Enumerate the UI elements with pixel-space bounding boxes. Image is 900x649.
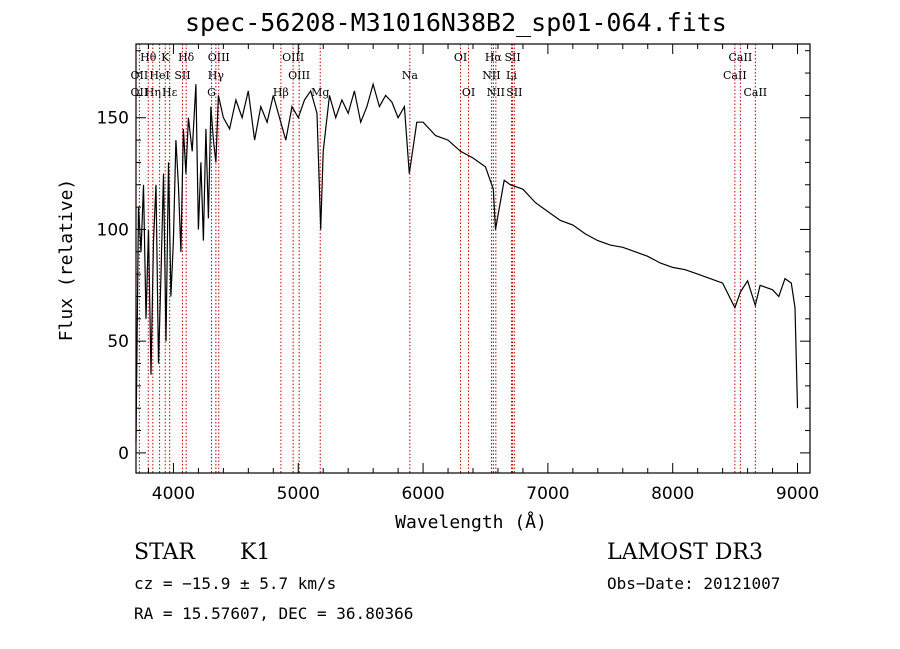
survey-name: LAMOST DR3 <box>607 540 763 565</box>
line-label: Hγ <box>208 69 225 82</box>
line-label: OIII <box>282 51 304 64</box>
line-label: NII <box>487 86 505 99</box>
y-tick-label: 50 <box>107 332 129 352</box>
line-label: Hβ <box>273 86 289 99</box>
line-label: Na <box>402 69 419 82</box>
x-tick-label: 7000 <box>526 484 569 504</box>
redshift-cz: cz = −15.9 ± 5.7 km/s <box>134 574 337 593</box>
observation-date: Obs−Date: 20121007 <box>607 574 781 593</box>
x-tick-label: 4000 <box>152 484 195 504</box>
line-label: OIII <box>288 69 310 82</box>
line-label: Hδ <box>178 51 195 64</box>
plot-frame <box>135 43 811 474</box>
line-label: Mg <box>311 86 329 99</box>
line-label: Hθ <box>140 51 157 64</box>
line-label: OII <box>131 69 149 82</box>
line-label: G <box>207 86 216 99</box>
line-label: Hα <box>485 51 503 64</box>
line-label: OI <box>454 51 467 64</box>
line-label: Hη <box>145 86 161 99</box>
line-label: Hε <box>162 86 178 99</box>
y-tick-label: 0 <box>118 444 129 464</box>
line-label: CaII <box>729 51 753 64</box>
line-label: OI <box>462 86 475 99</box>
line-label: SII <box>174 69 190 82</box>
line-label: K <box>161 51 170 64</box>
y-tick-label: 100 <box>97 220 129 240</box>
line-label: Li <box>506 69 517 82</box>
line-label: CaII <box>743 86 767 99</box>
x-tick-label: 9000 <box>776 484 819 504</box>
line-label: OIII <box>208 51 230 64</box>
chart-title: spec-56208-M31016N38B2_sp01-064.fits <box>185 8 727 37</box>
y-axis-ticks: 0 50 100 150 <box>97 50 810 464</box>
x-axis-ticks: 4000 5000 6000 7000 8000 9000 <box>147 44 819 504</box>
line-label: OII <box>131 86 149 99</box>
line-label: CaII <box>723 69 747 82</box>
x-tick-label: 6000 <box>401 484 444 504</box>
object-subclass: K1 <box>240 540 271 565</box>
x-tick-label: 5000 <box>277 484 320 504</box>
object-class: STAR <box>134 540 195 565</box>
x-tick-label: 8000 <box>651 484 694 504</box>
emission-line-markers <box>138 44 756 473</box>
line-label: SII <box>504 51 520 64</box>
y-tick-label: 150 <box>97 109 129 129</box>
y-axis-label: Flux (relative) <box>56 179 77 342</box>
line-label: SII <box>506 86 522 99</box>
line-label: HeI <box>149 69 169 82</box>
spectrum-line <box>135 81 799 442</box>
line-label: NII <box>482 69 500 82</box>
x-axis-label: Wavelength (Å) <box>395 511 547 533</box>
ra-dec: RA = 15.57607, DEC = 36.80366 <box>134 604 414 623</box>
